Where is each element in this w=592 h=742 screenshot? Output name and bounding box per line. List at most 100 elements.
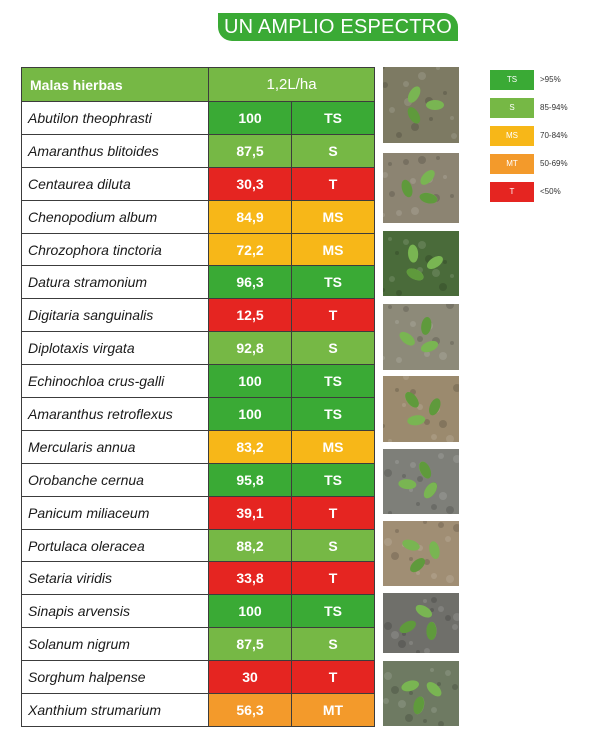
weed-name: Chenopodium album (21, 199, 209, 234)
efficacy-value: 95,8 (208, 462, 292, 497)
table-row: Centaurea diluta 30,3 T (21, 166, 376, 201)
efficacy-class-badge: TS (290, 101, 376, 135)
table-row: Datura stramonium 96,3 TS (21, 265, 376, 300)
table-row: Panicum miliaceum 39,1 T (21, 495, 376, 530)
table-row: Portulaca oleracea 88,2 S (21, 528, 376, 563)
weed-seedling-photo (383, 231, 459, 296)
weed-name: Echinochloa crus-galli (21, 364, 209, 399)
efficacy-class-badge: T (290, 660, 376, 695)
table-row: Chrozophora tinctoria 72,2 MS (21, 232, 376, 267)
efficacy-value: 92,8 (208, 331, 292, 366)
efficacy-class-badge: T (290, 166, 376, 201)
weed-name: Portulaca oleracea (21, 528, 209, 563)
efficacy-class-badge: T (290, 298, 376, 333)
efficacy-value: 56,3 (208, 693, 292, 727)
weed-seedling-photo (383, 593, 459, 653)
efficacy-class-badge: MS (290, 429, 376, 464)
legend-range: <50% (540, 187, 561, 196)
table-row: Sinapis arvensis 100 TS (21, 594, 376, 629)
table-row: Amaranthus retroflexus 100 TS (21, 397, 376, 431)
legend-range: >95% (540, 75, 561, 84)
table-row: Mercularis annua 83,2 MS (21, 429, 376, 464)
efficacy-value: 30 (208, 660, 292, 695)
weed-seedling-photo (383, 449, 459, 514)
weed-seedling-photo (383, 521, 459, 586)
efficacy-value: 30,3 (208, 166, 292, 201)
efficacy-value: 87,5 (208, 133, 292, 168)
efficacy-class-badge: MS (290, 232, 376, 267)
efficacy-value: 72,2 (208, 232, 292, 267)
weed-seedling-photo (383, 304, 459, 370)
weed-name: Xanthium strumarium (21, 693, 209, 727)
legend-range: 85-94% (540, 103, 568, 112)
weed-name: Datura stramonium (21, 265, 209, 300)
weed-name: Centaurea diluta (21, 166, 209, 201)
efficacy-value: 84,9 (208, 199, 292, 234)
efficacy-class-badge: S (290, 133, 376, 168)
efficacy-class-badge: TS (290, 265, 376, 300)
legend-swatch: S (490, 98, 534, 118)
efficacy-class-badge: TS (290, 364, 376, 399)
weed-name: Setaria viridis (21, 561, 209, 596)
efficacy-value: 100 (208, 397, 292, 431)
table-row: Xanthium strumarium 56,3 MT (21, 693, 376, 727)
efficacy-class-badge: TS (290, 462, 376, 497)
weed-name: Mercularis annua (21, 429, 209, 464)
weed-name: Orobanche cernua (21, 462, 209, 497)
efficacy-class-badge: MS (290, 199, 376, 234)
table-row: Amaranthus blitoides 87,5 S (21, 133, 376, 168)
efficacy-class-badge: S (290, 528, 376, 563)
efficacy-value: 33,8 (208, 561, 292, 596)
legend-range: 70-84% (540, 131, 568, 140)
weed-seedling-photo (383, 67, 459, 143)
weed-name: Amaranthus retroflexus (21, 397, 209, 431)
efficacy-value: 87,5 (208, 627, 292, 662)
weed-name: Diplotaxis virgata (21, 331, 209, 366)
efficacy-value: 83,2 (208, 429, 292, 464)
efficacy-value: 96,3 (208, 265, 292, 300)
efficacy-class-badge: S (290, 331, 376, 366)
weed-seedling-photo (383, 661, 459, 726)
table-row: Setaria viridis 33,8 T (21, 561, 376, 596)
header-weed: Malas hierbas (21, 67, 209, 102)
efficacy-value: 39,1 (208, 495, 292, 530)
weed-name: Digitaria sanguinalis (21, 298, 209, 333)
table-row: Chenopodium album 84,9 MS (21, 199, 376, 234)
efficacy-class-badge: S (290, 627, 376, 662)
table-row: Sorghum halpense 30 T (21, 660, 376, 695)
table-header-row: Malas hierbas 1,2L/ha (21, 67, 376, 102)
efficacy-value: 100 (208, 594, 292, 629)
efficacy-table: Malas hierbas 1,2L/ha Abutilon theophras… (21, 67, 376, 727)
weed-name: Panicum miliaceum (21, 495, 209, 530)
efficacy-class-badge: TS (290, 397, 376, 431)
efficacy-value: 12,5 (208, 298, 292, 333)
table-row: Solanum nigrum 87,5 S (21, 627, 376, 662)
efficacy-class-badge: T (290, 561, 376, 596)
efficacy-value: 100 (208, 101, 292, 135)
efficacy-class-badge: T (290, 495, 376, 530)
weed-seedling-photo (383, 153, 459, 223)
weed-name: Solanum nigrum (21, 627, 209, 662)
weed-name: Abutilon theophrasti (21, 101, 209, 135)
weed-name: Amaranthus blitoides (21, 133, 209, 168)
table-row: Orobanche cernua 95,8 TS (21, 462, 376, 497)
table-row: Echinochloa crus-galli 100 TS (21, 364, 376, 399)
page-title: UN AMPLIO ESPECTRO (218, 13, 458, 41)
header-dose: 1,2L/ha (207, 67, 376, 102)
weed-seedling-photo (383, 376, 459, 442)
legend-swatch: T (490, 182, 534, 202)
table-row: Digitaria sanguinalis 12,5 T (21, 298, 376, 333)
weed-name: Sorghum halpense (21, 660, 209, 695)
efficacy-class-badge: MT (290, 693, 376, 727)
efficacy-class-badge: TS (290, 594, 376, 629)
legend-range: 50-69% (540, 159, 568, 168)
table-row: Abutilon theophrasti 100 TS (21, 101, 376, 135)
efficacy-value: 100 (208, 364, 292, 399)
efficacy-value: 88,2 (208, 528, 292, 563)
weed-name: Sinapis arvensis (21, 594, 209, 629)
legend-swatch: TS (490, 70, 534, 90)
legend-swatch: MT (490, 154, 534, 174)
legend-swatch: MS (490, 126, 534, 146)
weed-name: Chrozophora tinctoria (21, 232, 209, 267)
table-row: Diplotaxis virgata 92,8 S (21, 331, 376, 366)
